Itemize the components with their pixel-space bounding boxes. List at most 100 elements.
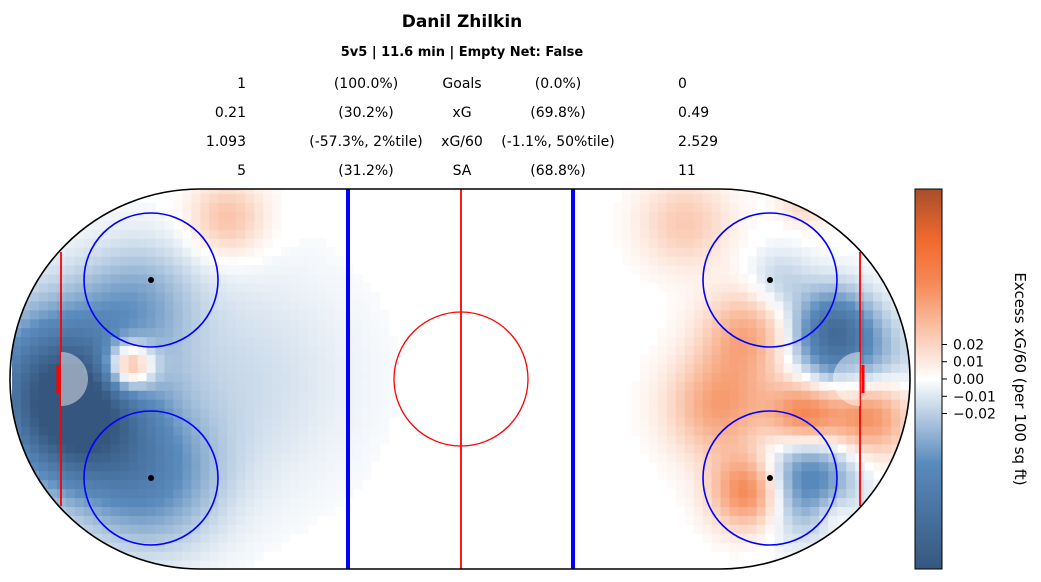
heatmap-cell (200, 354, 210, 364)
heatmap-cell (864, 425, 874, 436)
heatmap-cell (74, 515, 85, 525)
heatmap-cell (729, 372, 740, 382)
heatmap-cell (801, 193, 811, 204)
faceoff-circle-right-top (702, 212, 838, 348)
heatmap-cell (191, 189, 201, 195)
heatmap-cell (272, 542, 282, 552)
heatmap-cell (792, 399, 802, 409)
heatmap-cell (648, 229, 659, 239)
heatmap-cell (182, 256, 192, 266)
heatmap-cell (657, 417, 668, 427)
heatmap-cell (47, 434, 58, 445)
heatmap-cell (290, 372, 300, 382)
heatmap-cell (873, 309, 883, 320)
heatmap-cell (12, 497, 22, 508)
heatmap-cell (218, 381, 228, 391)
heatmap-cell (110, 533, 121, 543)
heatmap-cell (254, 470, 264, 481)
heatmap-cell (272, 202, 282, 212)
heatmap-cell (702, 265, 713, 275)
heatmap-cell (92, 336, 103, 347)
heatmap-cell (173, 327, 184, 338)
heatmap-cell (254, 363, 264, 373)
heatmap-cell (801, 336, 811, 347)
heatmap-cell (729, 515, 740, 525)
heatmap-cell (38, 417, 49, 427)
heatmap-cell (370, 309, 381, 320)
heatmap-cell (379, 408, 390, 418)
heatmap-cell (200, 515, 210, 525)
heatmap-cell (738, 452, 749, 463)
heatmap-cell (666, 238, 677, 248)
heatmap-cell (720, 193, 731, 204)
heatmap-cell (146, 229, 157, 239)
heatmap-cell (245, 542, 255, 552)
heatmap-cell (38, 399, 49, 409)
heatmap-cell (12, 417, 22, 427)
heatmap-cell (29, 327, 40, 338)
heatmap-cell (272, 425, 282, 436)
heatmap-cell (56, 220, 67, 230)
heatmap-cell (801, 542, 811, 552)
heatmap-cell (227, 452, 237, 463)
heatmap-cell (65, 345, 76, 356)
heatmap-cell (29, 282, 40, 293)
heatmap-cell (900, 300, 910, 311)
heatmap-cell (101, 551, 112, 561)
heatmap-cell (702, 327, 713, 338)
heatmap-cell (236, 524, 246, 534)
heatmap-cell (783, 461, 793, 472)
heatmap-cell (765, 515, 776, 525)
heatmap-cell (191, 399, 201, 409)
heatmap-cell (684, 443, 695, 454)
heatmap-cell (810, 515, 820, 525)
heatmap-cell (738, 318, 749, 329)
heatmap-cell (819, 399, 829, 409)
heatmap-cell (74, 381, 85, 391)
heatmap-cell (236, 425, 246, 436)
heatmap-cell (846, 524, 856, 534)
heatmap-cell (155, 247, 166, 257)
heatmap-cell (101, 425, 112, 436)
heatmap-cell (711, 327, 722, 338)
heatmap-cell (164, 524, 175, 534)
heatmap-cell (191, 265, 201, 275)
stats-row-xg: 0.21 (30.2%) xG (69.8%) 0.49 (215, 105, 709, 121)
heatmap-cell (155, 265, 166, 275)
heatmap-cell (12, 363, 22, 373)
heatmap-cell (801, 256, 811, 266)
heatmap-cell (110, 390, 121, 400)
heatmap-cell (254, 443, 264, 454)
heatmap-cell (747, 211, 758, 221)
heatmap-cell (756, 443, 767, 454)
heatmap-cell (711, 425, 722, 436)
heatmap-cell (119, 461, 130, 472)
heatmap-cell (83, 211, 94, 221)
heatmap-cell (774, 238, 785, 248)
heatmap-cell (711, 282, 722, 293)
heatmap-cell (657, 434, 668, 445)
heatmap-cell (792, 408, 802, 418)
stats-right-pct: (69.8%) (530, 105, 585, 121)
heatmap-cell (702, 470, 713, 481)
heatmap-cell (891, 417, 901, 427)
heatmap-cell (263, 434, 273, 445)
heatmap-cell (218, 533, 228, 543)
heatmap-cell (65, 318, 76, 329)
heatmap-cell (236, 363, 246, 373)
heatmap-cell (146, 461, 157, 472)
heatmap-cell (38, 363, 49, 373)
heatmap-cell (819, 247, 829, 257)
heatmap-cell (729, 336, 740, 347)
heatmap-cell (379, 390, 390, 400)
heatmap-cell (200, 300, 210, 311)
heatmap-cell (693, 211, 704, 221)
heatmap-cell (747, 309, 758, 320)
heatmap-cell (20, 300, 31, 311)
heatmap-cell (702, 372, 713, 382)
heatmap-cell (361, 345, 372, 356)
heatmap-cell (191, 515, 201, 525)
heatmap-cell (846, 309, 856, 320)
heatmap-cell (227, 256, 237, 266)
heatmap-cell (110, 524, 121, 534)
